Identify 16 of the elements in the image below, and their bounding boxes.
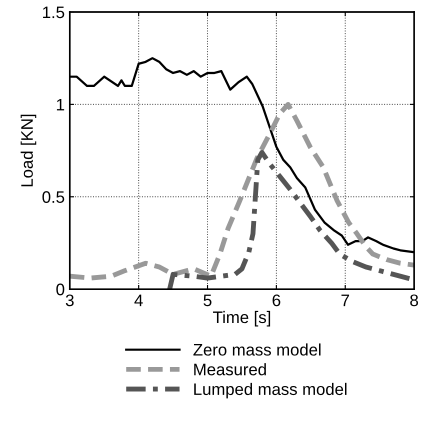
y-tick-label: 0.5	[42, 191, 64, 203]
x-tick-label: 8	[410, 294, 418, 306]
y-tick-label: 1	[56, 98, 64, 110]
line-series	[70, 102, 414, 280]
x-tick-label: 7	[341, 294, 350, 306]
legend-label: Zero mass model	[193, 343, 320, 356]
x-tick-label: 5	[204, 294, 212, 306]
x-tick-label: 3	[66, 294, 74, 306]
y-axis-title: Load [KN]	[20, 114, 36, 186]
x-tick-label: 4	[134, 294, 143, 306]
x-axis-title: Time [s]	[213, 310, 270, 326]
legend-label: Measured	[194, 363, 266, 376]
x-tick-label: 6	[272, 294, 280, 306]
y-tick-label: 0	[56, 284, 64, 296]
legend-label: Lumped mass model	[194, 382, 346, 398]
y-tick-label: 1.5	[43, 6, 64, 18]
